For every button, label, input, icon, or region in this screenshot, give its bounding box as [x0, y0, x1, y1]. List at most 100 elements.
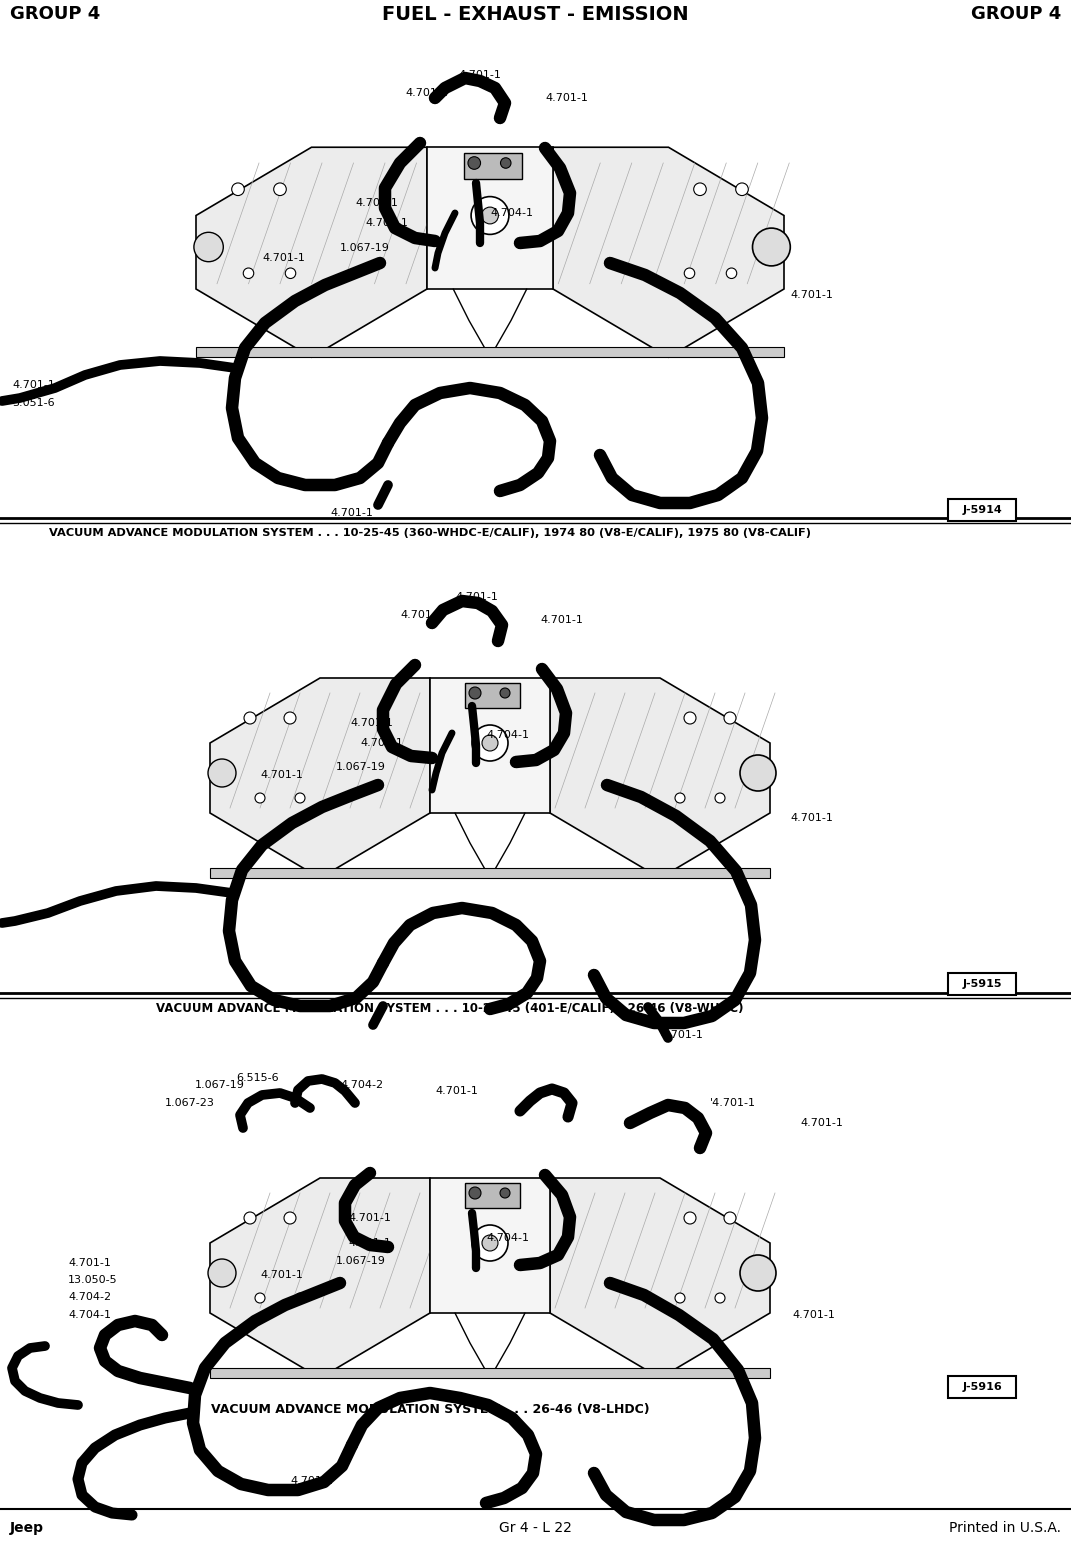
- Text: J-5916: J-5916: [962, 1382, 1001, 1391]
- Bar: [210, 1368, 770, 1378]
- Circle shape: [740, 755, 776, 790]
- Bar: [464, 152, 522, 179]
- Circle shape: [472, 725, 508, 761]
- Text: 4.701-1: 4.701-1: [791, 1311, 835, 1320]
- Text: 4.701-1: 4.701-1: [290, 1475, 333, 1486]
- Circle shape: [715, 794, 725, 803]
- Polygon shape: [210, 679, 429, 877]
- Text: 4.701-1: 4.701-1: [348, 1238, 391, 1249]
- Text: 4.701-1: 4.701-1: [790, 290, 833, 300]
- Text: Printed in U.S.A.: Printed in U.S.A.: [949, 1520, 1061, 1534]
- Text: 4.701-1: 4.701-1: [800, 1118, 843, 1127]
- Bar: [948, 499, 1016, 520]
- Circle shape: [244, 1211, 256, 1224]
- Bar: [465, 1183, 521, 1208]
- Text: 4.701-1: 4.701-1: [360, 738, 403, 749]
- Circle shape: [468, 157, 481, 169]
- Text: 4.701-1: 4.701-1: [365, 217, 408, 228]
- Circle shape: [482, 735, 498, 752]
- Circle shape: [274, 183, 286, 196]
- Text: J-5914: J-5914: [962, 505, 1001, 516]
- Text: 4.701-1: 4.701-1: [458, 70, 501, 81]
- Text: 1.067-19: 1.067-19: [336, 763, 386, 772]
- Text: 4.701-1: 4.701-1: [67, 1258, 111, 1267]
- Circle shape: [244, 711, 256, 724]
- Polygon shape: [210, 1179, 429, 1378]
- Circle shape: [724, 711, 736, 724]
- Bar: [948, 974, 1016, 995]
- Bar: [196, 346, 784, 357]
- Circle shape: [684, 1211, 696, 1224]
- Circle shape: [500, 158, 511, 168]
- Text: VACUUM ADVANCE MODULATION SYSTEM . . . 10-25-45 (360-WHDC-E/CALIF), 1974 80 (V8-: VACUUM ADVANCE MODULATION SYSTEM . . . 1…: [49, 528, 811, 537]
- Text: 4.701-2: 4.701-2: [399, 610, 443, 620]
- Text: 4.704-1: 4.704-1: [67, 1311, 111, 1320]
- Circle shape: [285, 269, 296, 278]
- Circle shape: [469, 686, 481, 699]
- Text: 4.701-2: 4.701-2: [405, 89, 448, 98]
- Polygon shape: [553, 148, 784, 357]
- Text: J-5915: J-5915: [962, 978, 1001, 989]
- Circle shape: [295, 1294, 305, 1303]
- Text: 1.067-23: 1.067-23: [165, 1098, 215, 1107]
- Circle shape: [500, 688, 510, 697]
- Polygon shape: [550, 679, 770, 877]
- Circle shape: [740, 1255, 776, 1291]
- Text: 4.701-1: 4.701-1: [790, 814, 833, 823]
- Circle shape: [471, 197, 509, 235]
- Circle shape: [726, 269, 737, 278]
- Text: 4.701-1: 4.701-1: [12, 380, 55, 390]
- Circle shape: [208, 1259, 236, 1287]
- Text: 4.701-1: 4.701-1: [260, 1270, 303, 1280]
- Text: 4.701-1: 4.701-1: [355, 197, 397, 208]
- Text: 4.701-1: 4.701-1: [540, 615, 583, 624]
- Circle shape: [694, 183, 706, 196]
- Circle shape: [724, 1211, 736, 1224]
- Circle shape: [684, 711, 696, 724]
- Circle shape: [684, 269, 695, 278]
- Circle shape: [295, 794, 305, 803]
- Text: 4.704-2: 4.704-2: [340, 1079, 383, 1090]
- Text: GROUP 4: GROUP 4: [970, 5, 1061, 23]
- Bar: [429, 679, 550, 814]
- Text: 4.701-1: 4.701-1: [435, 1086, 478, 1096]
- Text: 4.704-1: 4.704-1: [486, 1233, 529, 1242]
- Circle shape: [482, 1235, 498, 1252]
- Text: GROUP 4: GROUP 4: [10, 5, 101, 23]
- Text: 4.701-1: 4.701-1: [330, 508, 373, 519]
- Text: Jeep: Jeep: [10, 1520, 44, 1534]
- Text: FUEL - EXHAUST - EMISSION: FUEL - EXHAUST - EMISSION: [381, 5, 689, 23]
- Text: '4.701-1: '4.701-1: [710, 1098, 756, 1107]
- Circle shape: [284, 711, 296, 724]
- Bar: [210, 868, 770, 877]
- Bar: [465, 683, 521, 708]
- Text: 1.067-19: 1.067-19: [195, 1079, 245, 1090]
- Polygon shape: [550, 1179, 770, 1378]
- Bar: [948, 1376, 1016, 1398]
- Circle shape: [255, 794, 265, 803]
- Text: 4.701-1: 4.701-1: [262, 253, 305, 262]
- Circle shape: [715, 1294, 725, 1303]
- Circle shape: [194, 233, 223, 262]
- Polygon shape: [196, 148, 427, 357]
- Circle shape: [675, 1294, 685, 1303]
- Circle shape: [231, 183, 244, 196]
- Text: 6.515-6: 6.515-6: [236, 1073, 278, 1082]
- Text: 4.701-1: 4.701-1: [455, 592, 498, 603]
- Text: 3.051-6: 3.051-6: [12, 398, 55, 408]
- Text: 1.067-19: 1.067-19: [336, 1256, 386, 1266]
- Circle shape: [208, 759, 236, 787]
- Text: 4.701-1: 4.701-1: [260, 770, 303, 780]
- Text: VACUUM ADVANCE MODULATION SYSTEM . . . 10-25-45 (401-E/CALIF),  26-46 (V8-WHDC): VACUUM ADVANCE MODULATION SYSTEM . . . 1…: [156, 1002, 743, 1014]
- Circle shape: [736, 183, 749, 196]
- Circle shape: [482, 207, 498, 224]
- Circle shape: [255, 1294, 265, 1303]
- Bar: [427, 148, 553, 289]
- Circle shape: [753, 228, 790, 266]
- Circle shape: [469, 1186, 481, 1199]
- Circle shape: [500, 1188, 510, 1197]
- Circle shape: [675, 794, 685, 803]
- Circle shape: [284, 1211, 296, 1224]
- Text: 4.704-1: 4.704-1: [491, 208, 533, 217]
- Text: 4.701-1: 4.701-1: [348, 1213, 391, 1224]
